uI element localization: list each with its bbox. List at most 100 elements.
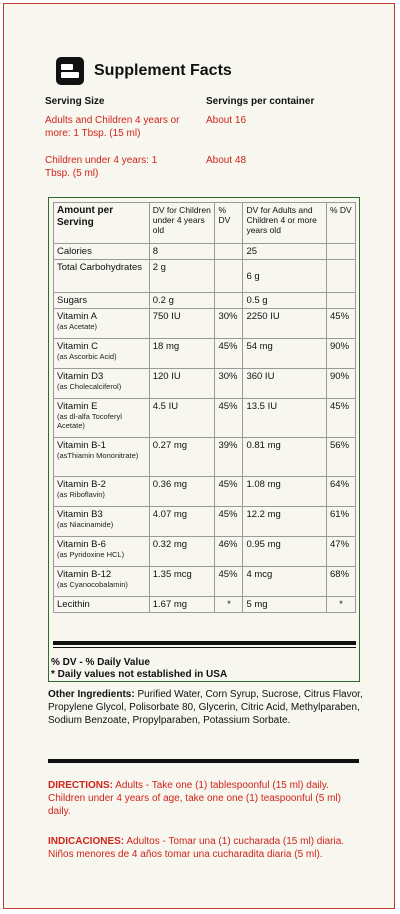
children-pct-dv: 30% xyxy=(214,368,244,399)
children-amount: 0.27 mg xyxy=(148,437,216,477)
table-row: Total Carbohydrates 2 g 6 g xyxy=(53,259,356,293)
nutrient-name: Total Carbohydrates xyxy=(57,262,143,273)
table-thick-divider xyxy=(53,641,356,645)
facts-table: Amount per Serving DV for Children under… xyxy=(53,202,356,613)
adults-amount: 1.08 mg xyxy=(242,476,327,507)
nutrient-cell: Vitamin B-6 (as Pyridoxine HCL) xyxy=(53,536,150,567)
nutrient-cell: Calories xyxy=(53,243,150,260)
nutrient-source: (as Pyridoxine HCL) xyxy=(57,550,125,559)
nutrient-source: (as Cyanocobalamin) xyxy=(57,580,128,589)
nutrient-source: (as Acetate) xyxy=(57,322,98,331)
adults-pct-dv: 61% xyxy=(326,506,356,537)
adults-amount: 54 mg xyxy=(242,338,327,369)
nutrient-name: Lecithin xyxy=(57,599,90,610)
nutrient-cell: Vitamin B3 (as Niacinamide) xyxy=(53,506,150,537)
adults-pct-dv xyxy=(326,243,356,260)
adults-pct-dv: 56% xyxy=(326,437,356,477)
other-ingredients-label: Other Ingredients: xyxy=(48,689,135,700)
adults-amount: 0.95 mg xyxy=(242,536,327,567)
table-row: Vitamin B3 (as Niacinamide) 4.07 mg 45% 12.2… xyxy=(53,506,356,537)
indicaciones-text: Adultos - Tomar una (1) cucharada (15 ml… xyxy=(48,836,345,860)
children-pct-dv: 39% xyxy=(214,437,244,477)
serving-adult: Adults and Children 4 years or more: 1 T… xyxy=(45,115,180,139)
children-pct-dv: * xyxy=(214,596,244,613)
table-row: Vitamin B-1 (asThiamin Mononitrate) 0.27 m… xyxy=(53,437,356,477)
table-row: Vitamin B-6 (as Pyridoxine HCL) 0.32 mg 46%… xyxy=(53,536,356,567)
section-divider xyxy=(48,759,359,763)
adults-amount: 6 g xyxy=(242,259,327,293)
nutrient-cell: Vitamin A (as Acetate) xyxy=(53,308,150,339)
nutrient-cell: Sugars xyxy=(53,292,150,309)
supplement-icon xyxy=(56,57,84,85)
header-amount: Amount per Serving xyxy=(53,202,150,244)
children-amount: 0.32 mg xyxy=(148,536,216,567)
children-pct-dv: 45% xyxy=(214,476,244,507)
nutrient-name: Sugars xyxy=(57,295,88,306)
dv-note-line1: % DV - % Daily Value xyxy=(51,657,150,668)
serving-child: Children under 4 years: 1 Tbsp. (5 ml) xyxy=(45,155,158,179)
table-row: Vitamin E (as dl-alfa Tocoferyl Acetate) 4… xyxy=(53,398,356,438)
servings-adult: About 16 xyxy=(206,115,247,126)
dv-note: % DV - % Daily Value * Daily values not … xyxy=(51,657,227,681)
page-title: Supplement Facts xyxy=(94,62,232,79)
adults-pct-dv: 45% xyxy=(326,308,356,339)
nutrient-name: Vitamin B3 xyxy=(57,509,103,520)
adults-pct-dv xyxy=(326,259,356,293)
nutrient-name: Vitamin A xyxy=(57,311,97,322)
children-pct-dv: 45% xyxy=(214,566,244,597)
children-amount: 1.67 mg xyxy=(148,596,216,613)
children-pct-dv xyxy=(214,243,244,260)
nutrient-name: Calories xyxy=(57,246,92,257)
children-pct-dv: 45% xyxy=(214,338,244,369)
adults-pct-dv: 47% xyxy=(326,536,356,567)
children-amount: 2 g xyxy=(148,259,216,293)
table-row: Sugars 0.2 g 0.5 g xyxy=(53,292,356,309)
nutrient-cell: Total Carbohydrates xyxy=(53,259,150,293)
children-pct-dv: 45% xyxy=(214,398,244,438)
children-amount: 0.2 g xyxy=(148,292,216,309)
nutrient-cell: Vitamin B-12 (as Cyanocobalamin) xyxy=(53,566,150,597)
directions-text: Adults - Take one (1) tablespoonful (15 … xyxy=(48,780,341,817)
children-amount: 4.07 mg xyxy=(148,506,216,537)
servings-per-container-label: Servings per container xyxy=(206,96,315,107)
adults-pct-dv xyxy=(326,292,356,309)
adults-pct-dv: 68% xyxy=(326,566,356,597)
nutrient-name: Vitamin B-12 xyxy=(57,569,112,580)
nutrient-cell: Vitamin B-1 (asThiamin Mononitrate) xyxy=(53,437,150,477)
nutrient-source: (asThiamin Mononitrate) xyxy=(57,451,139,460)
table-row: Calories 8 25 xyxy=(53,243,356,260)
other-ingredients: Other Ingredients: Purified Water, Corn … xyxy=(48,688,363,727)
adults-pct-dv: 64% xyxy=(326,476,356,507)
header-pct-dv-children: % DV xyxy=(214,202,244,244)
table-header-row: Amount per Serving DV for Children under… xyxy=(53,202,356,244)
nutrient-name: Vitamin D3 xyxy=(57,371,104,382)
nutrient-source: (as Niacinamide) xyxy=(57,520,114,529)
children-amount: 750 IU xyxy=(148,308,216,339)
adults-pct-dv: 90% xyxy=(326,368,356,399)
other-ingredients-text: Purified Water, Corn Syrup, Sucrose, Cit… xyxy=(48,689,363,726)
adults-amount: 0.81 mg xyxy=(242,437,327,477)
children-pct-dv: 45% xyxy=(214,506,244,537)
adults-pct-dv: 45% xyxy=(326,398,356,438)
directions-label: DIRECTIONS: xyxy=(48,780,113,791)
header-dv-children: DV for Children under 4 years old xyxy=(148,202,216,244)
indicaciones: INDICACIONES: Adultos - Tomar una (1) cu… xyxy=(48,835,363,861)
children-pct-dv: 46% xyxy=(214,536,244,567)
nutrient-cell: Vitamin D3 (as Cholecalciferol) xyxy=(53,368,150,399)
table-row: Vitamin B-12 (as Cyanocobalamin) 1.35 mcg 4… xyxy=(53,566,356,597)
children-amount: 18 mg xyxy=(148,338,216,369)
table-row: Vitamin D3 (as Cholecalciferol) 120 IU 30% 3… xyxy=(53,368,356,399)
nutrient-name: Vitamin C xyxy=(57,341,99,352)
adults-amount: 5 mg xyxy=(242,596,327,613)
serving-size-label: Serving Size xyxy=(45,96,105,107)
children-amount: 120 IU xyxy=(148,368,216,399)
label-frame: Supplement Facts Serving Size Servings p… xyxy=(3,3,395,909)
adults-pct-dv: 90% xyxy=(326,338,356,369)
table-row: Vitamin A (as Acetate) 750 IU 30% 2250 IU 45% xyxy=(53,308,356,339)
nutrient-name: Vitamin E xyxy=(57,401,98,412)
facts-table-container: Amount per Serving DV for Children under… xyxy=(48,197,360,682)
table-row: Vitamin C (as Ascorbic Acid) 18 mg 45% 54 mg… xyxy=(53,338,356,369)
nutrient-cell: Vitamin C (as Ascorbic Acid) xyxy=(53,338,150,369)
adults-amount: 360 IU xyxy=(242,368,327,399)
header-pct-dv-adults: % DV xyxy=(326,202,356,244)
